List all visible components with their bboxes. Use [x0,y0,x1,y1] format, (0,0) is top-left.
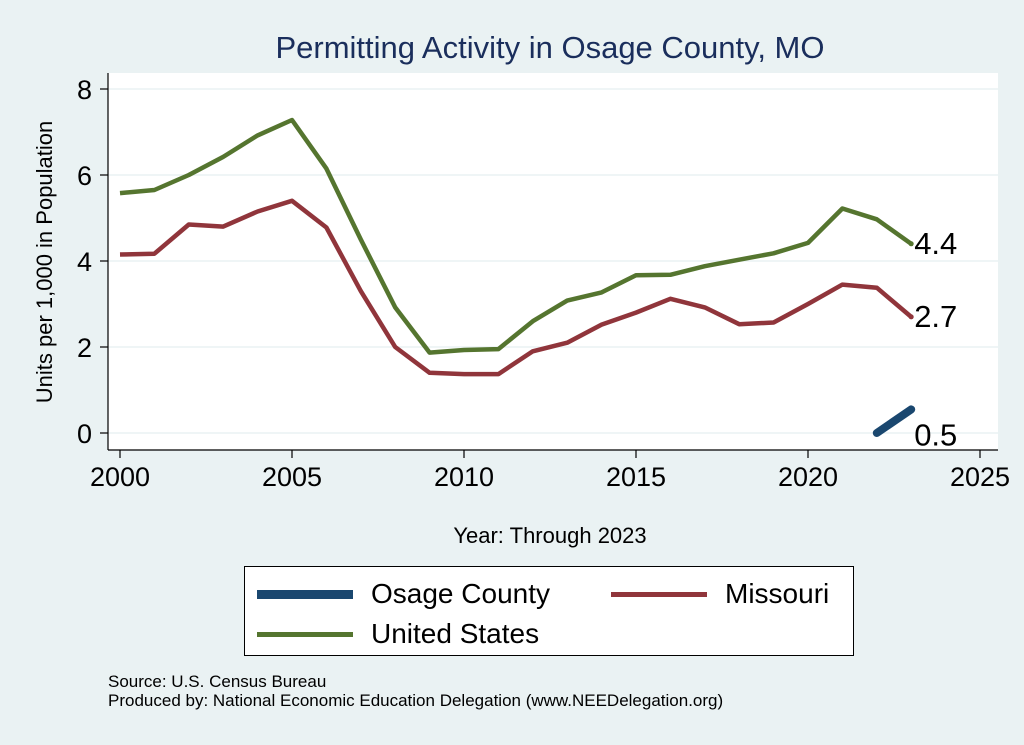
x-tick-label: 2010 [434,462,494,492]
line-chart: Permitting Activity in Osage County, MO … [32,30,1010,548]
series-lines [119,117,916,437]
y-tick-label: 8 [77,75,92,105]
legend-swatch-united-states [257,631,353,637]
legend-item-osage-county: Osage County [257,577,550,611]
legend-label-osage-county: Osage County [371,578,550,609]
chart-title: Permitting Activity in Osage County, MO [275,30,824,65]
legend-label-missouri: Missouri [725,578,830,609]
axes: 0 2 4 6 8 2000 2005 2010 2015 2020 2025 [77,73,1010,492]
end-marker-osage-county [908,406,914,412]
footer: Source: U.S. Census Bureau Produced by: … [108,672,723,710]
end-label-united-states: 4.4 [914,226,957,261]
y-tick-label: 4 [77,247,92,277]
x-tick-label: 2005 [262,462,322,492]
legend-swatch-osage-county [257,589,353,599]
y-tick-label: 6 [77,161,92,191]
legend-item-missouri: Missouri [611,577,829,611]
y-axis-label: Units per 1,000 in Population [32,121,57,404]
end-label-missouri: 2.7 [914,299,957,334]
x-tick-label: 2020 [778,462,838,492]
end-marker-united-states [908,241,914,247]
end-labels: 4.4 2.7 0.5 [914,226,957,453]
series-line-united-states [119,117,913,355]
x-tick-label: 2025 [950,462,1010,492]
y-tick-label: 2 [77,333,92,363]
legend-swatch-missouri [611,591,707,597]
source-note: Source: U.S. Census Bureau [108,672,327,691]
legend-item-united-states: United States [257,617,539,651]
legend: Osage County Missouri United States [244,566,854,656]
x-axis-label: Year: Through 2023 [453,523,646,548]
x-tick-label: 2015 [606,462,666,492]
producer-note: Produced by: National Economic Education… [108,691,724,710]
x-tick-label: 2000 [90,462,150,492]
y-tick-label: 0 [77,419,92,449]
series-line-missouri [119,198,913,377]
series-line-osage-county [872,405,916,437]
end-marker-missouri [908,314,914,320]
legend-label-united-states: United States [371,618,540,649]
end-label-osage-county: 0.5 [914,417,957,452]
